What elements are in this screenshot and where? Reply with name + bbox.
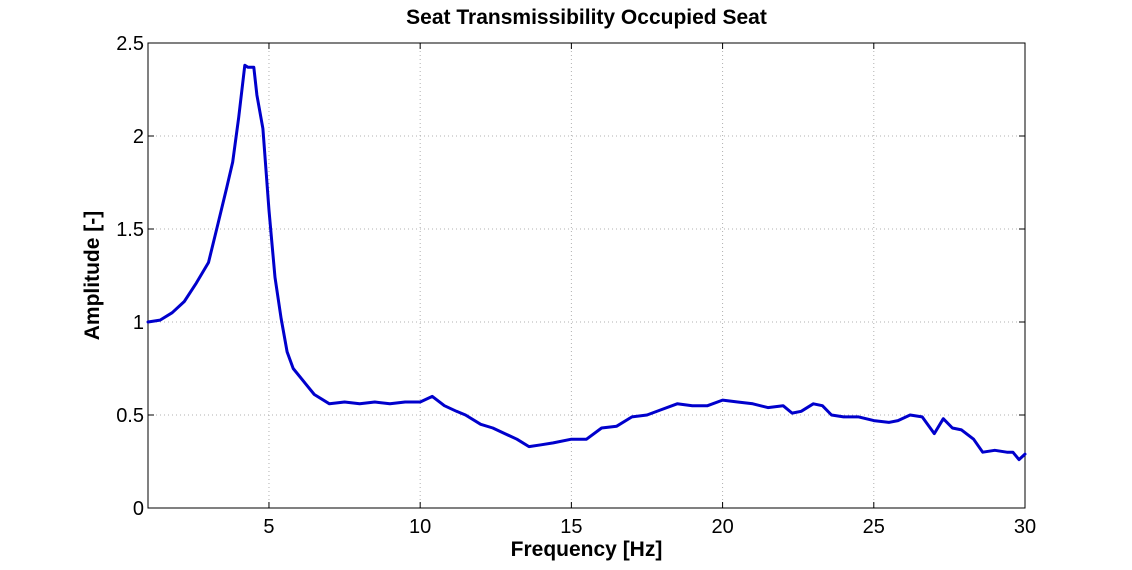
ticks: 5 10 15 20 25 30 0 0.5 1 1.5 2 2.5 bbox=[116, 33, 1036, 538]
x-tick-label: 5 bbox=[263, 516, 274, 538]
x-tick-label: 10 bbox=[409, 516, 431, 538]
plot-frame bbox=[147, 42, 1026, 509]
x-tick-label: 20 bbox=[711, 516, 733, 538]
y-tick-label: 1.5 bbox=[116, 219, 144, 241]
y-tick-label: 0 bbox=[133, 498, 144, 520]
grid bbox=[148, 43, 1025, 508]
x-tick-label: 15 bbox=[560, 516, 582, 538]
x-axis-label: Frequency [Hz] bbox=[511, 538, 663, 561]
y-tick-label: 0.5 bbox=[116, 405, 144, 427]
y-tick-label: 2.5 bbox=[116, 33, 144, 55]
series-line bbox=[146, 63, 1027, 462]
x-tick-label: 25 bbox=[863, 516, 885, 538]
chart-title: Seat Transmissibility Occupied Seat bbox=[406, 6, 767, 29]
x-tick-label: 30 bbox=[1014, 516, 1036, 538]
series-layer bbox=[146, 63, 1027, 462]
y-axis-label: Amplitude [-] bbox=[81, 211, 104, 340]
y-tick-label: 2 bbox=[133, 126, 144, 148]
y-tick-label: 1 bbox=[133, 312, 144, 334]
